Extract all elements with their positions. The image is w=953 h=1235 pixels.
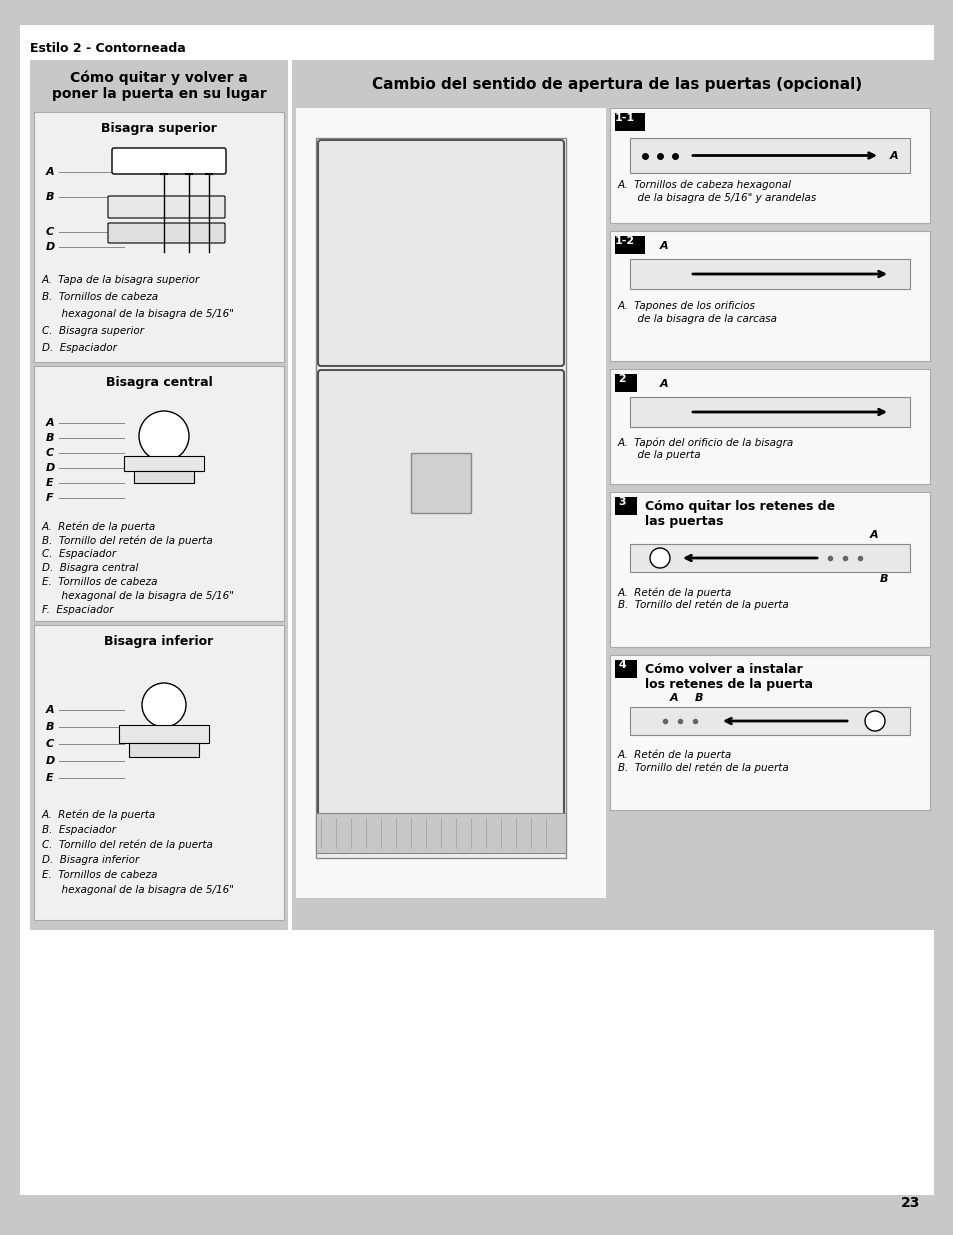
FancyBboxPatch shape: [615, 112, 644, 131]
FancyBboxPatch shape: [615, 374, 637, 391]
FancyBboxPatch shape: [317, 140, 563, 366]
Text: Bisagra central: Bisagra central: [106, 375, 213, 389]
Text: de la puerta: de la puerta: [618, 450, 700, 459]
FancyBboxPatch shape: [295, 107, 605, 898]
FancyBboxPatch shape: [609, 369, 929, 484]
FancyBboxPatch shape: [615, 659, 637, 678]
Text: A: A: [46, 417, 54, 429]
Text: 1-2: 1-2: [615, 236, 635, 246]
Text: D: D: [46, 242, 55, 252]
Text: Cambio del sentido de apertura de las puertas (opcional): Cambio del sentido de apertura de las pu…: [372, 77, 862, 91]
Text: B.  Espaciador: B. Espaciador: [42, 825, 116, 835]
Text: 23: 23: [900, 1195, 919, 1210]
FancyBboxPatch shape: [629, 396, 909, 427]
Text: Bisagra superior: Bisagra superior: [101, 122, 216, 135]
FancyBboxPatch shape: [129, 743, 199, 757]
FancyBboxPatch shape: [411, 453, 471, 513]
Text: hexagonal de la bisagra de 5/16": hexagonal de la bisagra de 5/16": [42, 309, 233, 319]
Text: B.  Tornillo del retén de la puerta: B. Tornillo del retén de la puerta: [42, 535, 213, 546]
Text: A.  Tapón del orificio de la bisagra: A. Tapón del orificio de la bisagra: [618, 437, 794, 447]
Text: B: B: [46, 433, 54, 443]
FancyBboxPatch shape: [119, 725, 209, 743]
Text: D.  Bisagra inferior: D. Bisagra inferior: [42, 855, 139, 864]
Text: C.  Tornillo del retén de la puerta: C. Tornillo del retén de la puerta: [42, 840, 213, 851]
FancyBboxPatch shape: [34, 112, 284, 362]
Text: A: A: [659, 241, 668, 251]
Text: E.  Tornillos de cabeza: E. Tornillos de cabeza: [42, 577, 157, 587]
Text: A: A: [869, 530, 878, 540]
Text: Cómo quitar y volver a
poner la puerta en su lugar: Cómo quitar y volver a poner la puerta e…: [51, 70, 266, 101]
Text: C.  Espaciador: C. Espaciador: [42, 550, 116, 559]
Text: E.  Tornillos de cabeza: E. Tornillos de cabeza: [42, 869, 157, 881]
Text: A.  Tapones de los orificios: A. Tapones de los orificios: [618, 301, 755, 311]
FancyBboxPatch shape: [629, 706, 909, 735]
Text: A: A: [46, 705, 54, 715]
Text: E: E: [46, 773, 53, 783]
FancyBboxPatch shape: [292, 61, 941, 930]
Text: D: D: [46, 463, 55, 473]
Text: A: A: [889, 151, 898, 161]
Text: B: B: [46, 191, 54, 203]
Text: 1-1: 1-1: [615, 112, 635, 124]
Text: B.  Tornillo del retén de la puerta: B. Tornillo del retén de la puerta: [618, 600, 788, 610]
FancyBboxPatch shape: [315, 813, 565, 853]
Text: B.  Tornillos de cabeza: B. Tornillos de cabeza: [42, 291, 158, 303]
Text: D.  Espaciador: D. Espaciador: [42, 343, 117, 353]
Text: 3: 3: [615, 496, 626, 508]
Text: E: E: [46, 478, 53, 488]
FancyBboxPatch shape: [609, 107, 929, 224]
Text: A: A: [46, 167, 54, 177]
FancyBboxPatch shape: [34, 625, 284, 920]
Text: C: C: [46, 448, 54, 458]
Text: Estilo 2 - Contorneada: Estilo 2 - Contorneada: [30, 42, 186, 56]
Text: D.  Bisagra central: D. Bisagra central: [42, 563, 138, 573]
Text: de la bisagra de 5/16" y arandelas: de la bisagra de 5/16" y arandelas: [618, 193, 816, 203]
Text: C.  Bisagra superior: C. Bisagra superior: [42, 326, 144, 336]
FancyBboxPatch shape: [30, 61, 288, 930]
FancyBboxPatch shape: [133, 471, 193, 483]
Text: 2: 2: [615, 374, 626, 384]
Text: A.  Retén de la puerta: A. Retén de la puerta: [42, 810, 156, 820]
FancyBboxPatch shape: [317, 370, 563, 851]
Text: F.  Espaciador: F. Espaciador: [42, 605, 113, 615]
Text: A: A: [659, 379, 668, 389]
Text: B.  Tornillo del retén de la puerta: B. Tornillo del retén de la puerta: [618, 763, 788, 773]
Text: hexagonal de la bisagra de 5/16": hexagonal de la bisagra de 5/16": [42, 885, 233, 895]
FancyBboxPatch shape: [629, 259, 909, 289]
FancyBboxPatch shape: [615, 496, 637, 515]
FancyBboxPatch shape: [20, 25, 933, 1195]
FancyBboxPatch shape: [315, 138, 565, 858]
Circle shape: [864, 711, 884, 731]
Text: B: B: [879, 574, 887, 584]
Text: B: B: [46, 722, 54, 732]
Text: C: C: [46, 227, 54, 237]
Text: C: C: [46, 739, 54, 748]
Circle shape: [649, 548, 669, 568]
FancyBboxPatch shape: [108, 196, 225, 219]
Circle shape: [139, 411, 189, 461]
Text: Cómo quitar los retenes de
las puertas: Cómo quitar los retenes de las puertas: [644, 500, 834, 529]
Text: Bisagra inferior: Bisagra inferior: [104, 635, 213, 648]
Text: hexagonal de la bisagra de 5/16": hexagonal de la bisagra de 5/16": [42, 592, 233, 601]
Text: A.  Tapa de la bisagra superior: A. Tapa de la bisagra superior: [42, 275, 200, 285]
Circle shape: [142, 683, 186, 727]
Text: A.  Retén de la puerta: A. Retén de la puerta: [618, 587, 732, 598]
Text: A.  Tornillos de cabeza hexagonal: A. Tornillos de cabeza hexagonal: [618, 180, 791, 190]
Text: B: B: [695, 693, 702, 703]
Text: A: A: [669, 693, 678, 703]
FancyBboxPatch shape: [629, 543, 909, 572]
FancyBboxPatch shape: [124, 456, 204, 471]
FancyBboxPatch shape: [108, 224, 225, 243]
FancyBboxPatch shape: [615, 236, 644, 254]
FancyBboxPatch shape: [609, 492, 929, 647]
FancyBboxPatch shape: [629, 138, 909, 173]
Text: A.  Retén de la puerta: A. Retén de la puerta: [42, 521, 156, 531]
FancyBboxPatch shape: [609, 231, 929, 361]
Text: F: F: [46, 493, 53, 503]
Text: D: D: [46, 756, 55, 766]
FancyBboxPatch shape: [34, 366, 284, 621]
Text: Cómo volver a instalar
los retenes de la puerta: Cómo volver a instalar los retenes de la…: [644, 663, 812, 692]
Text: 4: 4: [615, 659, 626, 671]
Text: de la bisagra de la carcasa: de la bisagra de la carcasa: [618, 314, 776, 324]
